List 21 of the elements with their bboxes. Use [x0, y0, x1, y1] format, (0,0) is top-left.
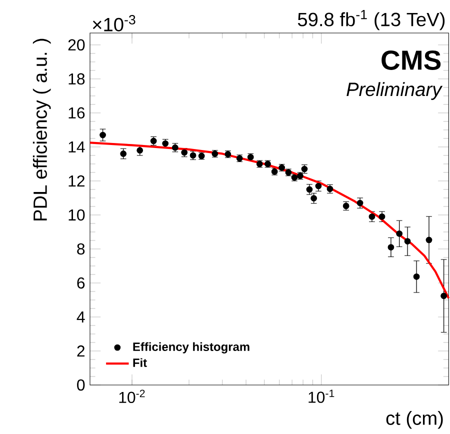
y-tick-label: 12	[68, 175, 84, 187]
y-tick-label: 0	[77, 379, 85, 391]
legend-label: Fit	[133, 358, 147, 367]
y-tick-label: 4	[76, 312, 85, 322]
y-tick-label: 6	[77, 277, 85, 289]
y-tick-label: 20	[68, 39, 85, 51]
y-tick-label: 10	[68, 209, 85, 221]
x-tick-label: 10$^{-1}$	[308, 390, 334, 403]
y-tick-label: 14	[68, 141, 85, 152]
legend-label: Efficiency histogram	[133, 342, 250, 354]
y-tick-label: 2	[77, 345, 84, 357]
y-tick-label: 8	[77, 243, 85, 255]
annotation: Preliminary	[346, 82, 443, 100]
annotation: CMS	[382, 50, 441, 70]
y-tick-label: 16	[68, 107, 85, 119]
text: ×10$^{-3}$	[92, 15, 136, 32]
y-axis-title: PDL efficiency ( a.u. )	[32, 38, 51, 220]
x-axis-title: ct (cm)	[386, 410, 443, 429]
x-tick-label: 10$^{-2}$	[119, 390, 145, 404]
y-tick-label: 18	[68, 73, 85, 85]
chart-title: 59.8 fb$^{-1}$ (13 TeV)	[298, 10, 445, 30]
